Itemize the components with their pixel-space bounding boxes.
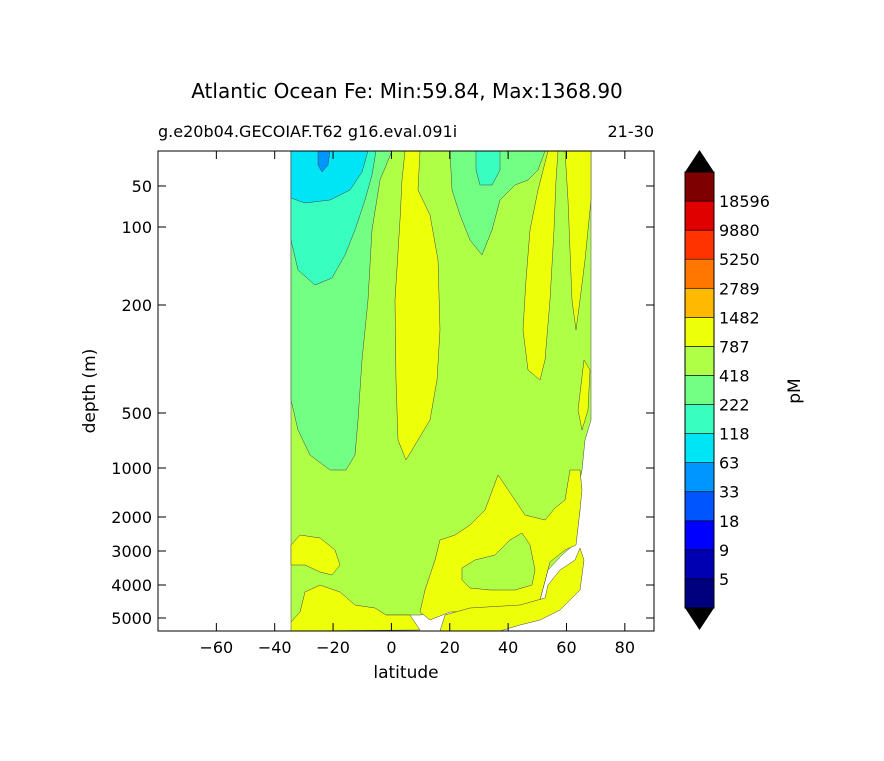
colorbar-segment [684,549,715,580]
contour-region-1482-g [290,584,421,631]
colorbar-labels: 5 9 18 33 63 118 222 418 787 1482 2789 5250 9880 1859… [719,192,770,589]
y-tick-label: 5000 [111,609,152,628]
chart-title: Atlantic Ocean Fe: Min:59.84, Max:1368.9… [191,79,623,103]
x-tick-label: 0 [386,638,396,657]
colorbar-segment [684,578,715,609]
colorbar-level-label: 9 [719,541,729,560]
colorbar-level-label: 118 [719,425,750,444]
contour-region-222-b [475,151,501,186]
colorbar [684,150,715,630]
chart-subtitle-right: 21-30 [608,122,655,141]
colorbar-segment [684,375,715,405]
contour-region-1482-b [522,151,559,381]
colorbar-level-label: 33 [719,483,739,502]
colorbar-level-label: 787 [719,337,750,356]
colorbar-level-label: 418 [719,366,750,385]
colorbar-extend-top [685,150,714,172]
colorbar-segment [684,200,715,231]
colorbar-outline [684,171,715,609]
x-tick-label: 60 [556,638,576,657]
colorbar-segment [684,462,715,493]
y-tick-label: 2000 [111,508,152,527]
colorbar-level-label: 18 [719,512,739,531]
colorbar-segment [684,171,715,202]
colorbar-segment [684,317,715,347]
colorbar-level-label: 1482 [719,308,760,327]
colorbar-level-label: 5 [719,570,729,589]
y-tick-label: 1000 [111,459,152,478]
y-tick-label: 50 [132,177,152,196]
y-axis: 50 100 200 500 1000 2000 3000 4000 5000 [111,177,654,628]
x-tick-label: 40 [498,638,518,657]
colorbar-level-label: 2789 [719,279,760,298]
x-tick-label: −20 [316,638,350,657]
x-axis-label: latitude [373,663,438,683]
colorbar-segment [684,433,715,463]
contour-region-1482-f [290,534,341,576]
colorbar-level-label: 9880 [719,221,760,240]
y-tick-label: 200 [121,296,152,315]
contour-region-1482-d [577,359,591,431]
colorbar-level-label: 63 [719,454,739,473]
x-tick-label: −40 [258,638,292,657]
contour-region-1482-a [394,151,441,461]
contour-field [290,151,592,631]
contour-region-1482-c [564,151,592,331]
y-tick-label: 100 [121,218,152,237]
y-tick-label: 3000 [111,542,152,561]
colorbar-segment [684,491,715,522]
colorbar-segment [684,258,715,289]
plot-frame [157,150,655,632]
chart-subtitle-left: g.e20b04.GECOIAF.T62 g16.eval.091i [158,122,457,141]
colorbar-segment [684,346,715,376]
y-axis-label: depth (m) [80,349,100,434]
colorbar-level-label: 5250 [719,250,760,269]
colorbar-label: pM [785,378,805,403]
colorbar-segment [684,287,715,318]
contour-region-418-b [449,151,546,256]
colorbar-segment [684,229,715,260]
contour-region-1482-h [439,547,585,631]
colorbar-segment [684,404,715,434]
y-tick-label: 4000 [111,576,152,595]
x-tick-label: 20 [440,638,460,657]
contour-region-787-c [461,532,536,591]
contour-region-63 [317,151,331,173]
colorbar-segment [684,520,715,551]
x-axis: −60 −40 −20 0 20 40 60 80 [199,151,635,657]
colorbar-extend-bottom [685,608,714,630]
colorbar-level-label: 18596 [719,192,770,211]
x-tick-label: 80 [615,638,635,657]
contour-region-1482-e [419,469,583,621]
y-tick-label: 500 [121,404,152,423]
colorbar-level-label: 222 [719,396,750,415]
x-tick-label: −60 [199,638,233,657]
contour-region-118 [290,151,369,204]
